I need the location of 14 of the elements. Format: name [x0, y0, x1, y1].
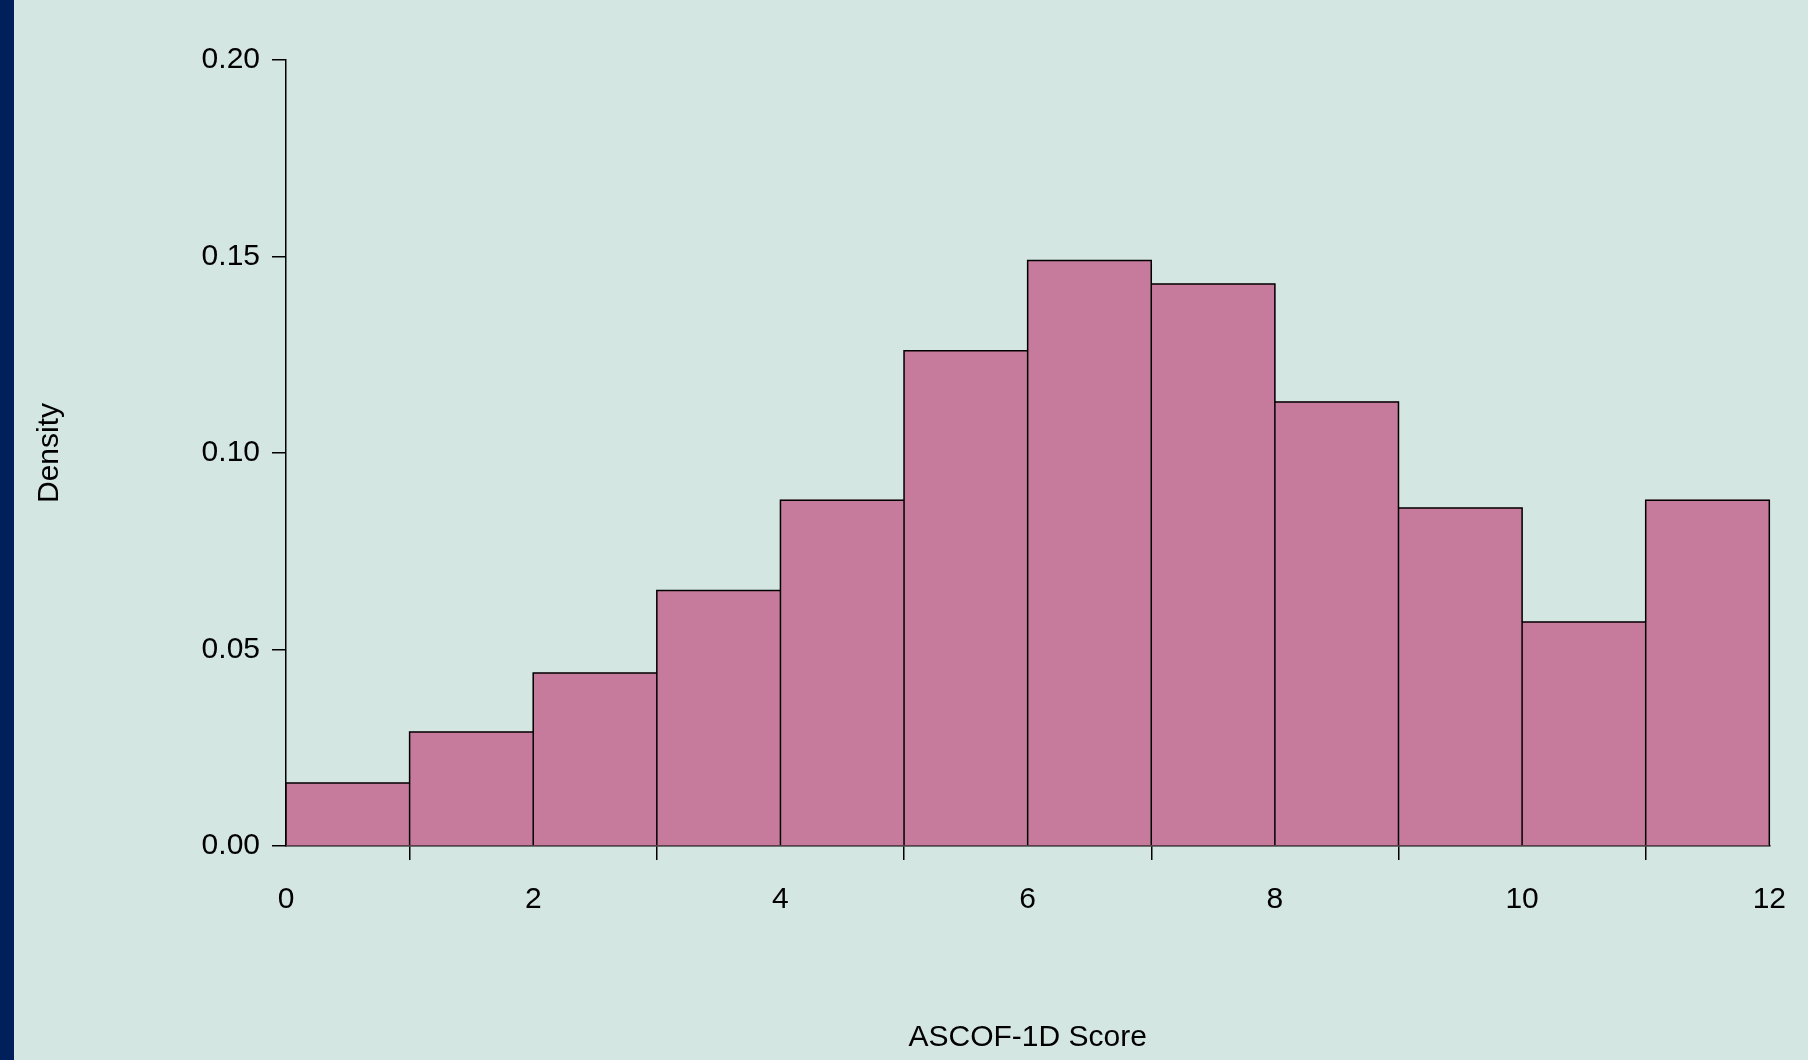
y-tick-label: 0.15 [201, 237, 260, 271]
x-tick-label: 2 [524, 881, 542, 915]
x-tick-label: 12 [1752, 881, 1786, 915]
y-tick-label: 0.10 [201, 434, 260, 468]
x-tick-label: 8 [1266, 881, 1284, 915]
x-tick-label: 4 [772, 881, 789, 915]
x-tick-label: 0 [277, 881, 295, 915]
x-axis-title: ASCOF-1D Score [908, 1019, 1147, 1053]
y-tick-label: 0.05 [201, 630, 260, 664]
x-tick-label: 6 [1019, 881, 1036, 915]
y-tick-label: 0.20 [201, 41, 260, 75]
y-tick-label: 0.00 [201, 827, 260, 861]
x-tick-label: 10 [1505, 881, 1539, 915]
y-axis-title: Density [31, 402, 65, 504]
